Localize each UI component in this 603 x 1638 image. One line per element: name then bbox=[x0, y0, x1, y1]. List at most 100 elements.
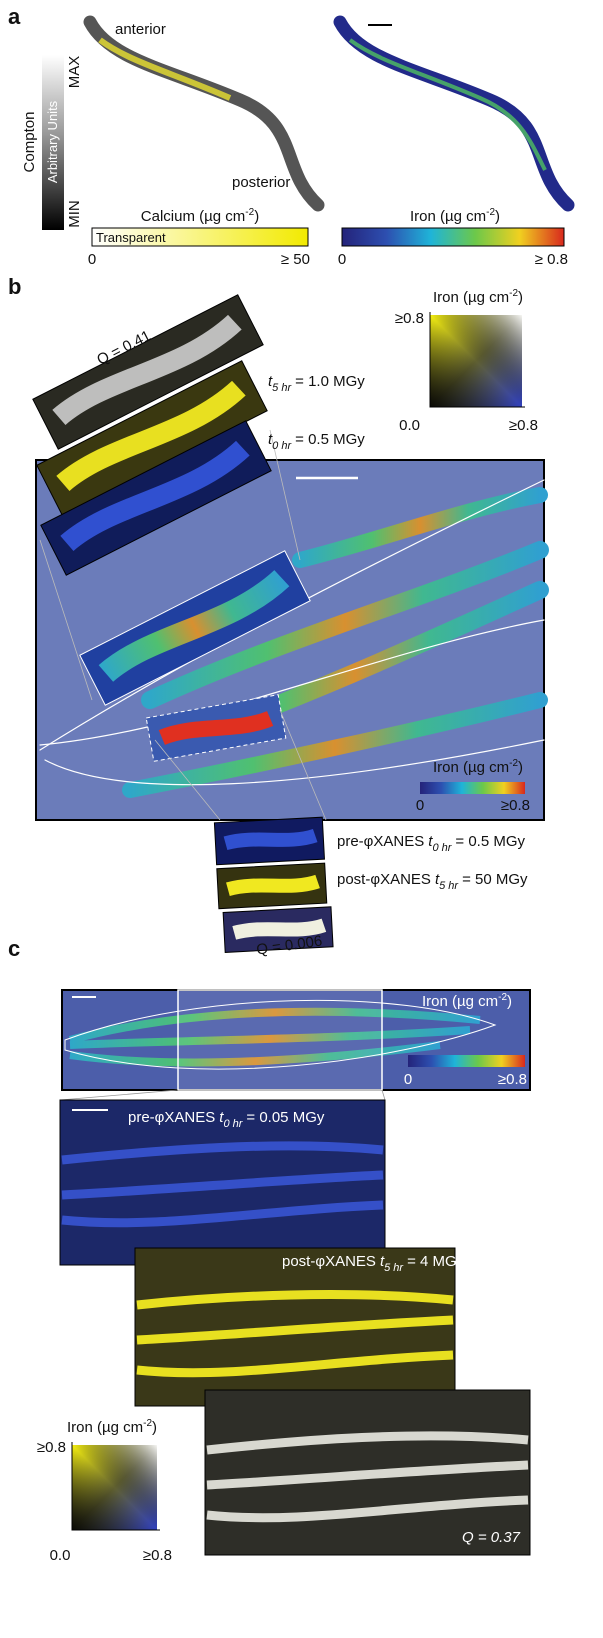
title-sup: -2 bbox=[486, 207, 495, 218]
band bbox=[206, 1431, 529, 1455]
t: t bbox=[435, 871, 440, 888]
inset-roi bbox=[79, 550, 311, 706]
compton-units: Arbitrary Units bbox=[45, 100, 60, 183]
title: Calcium (µg cm bbox=[141, 208, 246, 225]
panel-label: c bbox=[8, 936, 20, 961]
title-end: ) bbox=[507, 993, 512, 1010]
band bbox=[69, 1026, 471, 1049]
t: t bbox=[428, 833, 433, 850]
iron-colorbar bbox=[341, 227, 565, 247]
calcium-colorbar bbox=[91, 227, 309, 247]
q-value: Q = 0.37 bbox=[462, 1529, 521, 1546]
connector bbox=[39, 539, 93, 701]
roi-band bbox=[158, 710, 274, 746]
iron-max: ≥ 0.8 bbox=[535, 251, 568, 268]
overlay-legend-shade bbox=[72, 1445, 157, 1530]
band bbox=[68, 1007, 481, 1044]
dose-5hr: t5 hr = 1.0 MGy bbox=[268, 373, 365, 394]
title: Iron (µg cm bbox=[422, 993, 498, 1010]
text: = 4 MGy bbox=[407, 1253, 465, 1270]
connector bbox=[279, 709, 327, 821]
worm-calcium bbox=[98, 37, 232, 101]
band bbox=[136, 1290, 454, 1310]
overlay-title: Iron (µg cm-2) bbox=[67, 1418, 157, 1436]
image-bands bbox=[206, 1431, 529, 1523]
band bbox=[206, 1495, 529, 1523]
band bbox=[292, 487, 548, 568]
calcium-max: ≥ 50 bbox=[281, 251, 310, 268]
connector bbox=[59, 1089, 179, 1101]
overlay-x-max: ≥0.8 bbox=[143, 1547, 172, 1564]
compton-min: MIN bbox=[66, 200, 83, 228]
image-band bbox=[52, 314, 242, 426]
worm-iron-hot bbox=[348, 38, 547, 171]
image-bands bbox=[136, 1290, 454, 1378]
pre-dose: pre-φXANES t0 hr = 0.05 MGy bbox=[128, 1109, 325, 1130]
sub: 5 hr bbox=[439, 880, 459, 892]
map-colorbar bbox=[408, 1055, 525, 1067]
connector bbox=[154, 739, 221, 821]
band bbox=[61, 1170, 384, 1200]
title: Iron (µg cm bbox=[433, 289, 509, 306]
iron-min: 0 bbox=[338, 251, 346, 268]
band bbox=[136, 1350, 454, 1378]
overlay-y-max: ≥0.8 bbox=[395, 310, 424, 327]
calcium-min: 0 bbox=[88, 251, 96, 268]
image-band bbox=[226, 874, 320, 897]
title-sup: -2 bbox=[498, 992, 507, 1003]
title-end: ) bbox=[518, 289, 523, 306]
title-end: ) bbox=[518, 759, 523, 776]
title-sup: -2 bbox=[245, 207, 254, 218]
roi-band bbox=[98, 569, 290, 682]
t: t bbox=[268, 431, 273, 448]
image-band bbox=[223, 828, 318, 851]
title: Iron (µg cm bbox=[67, 1419, 143, 1436]
text: = 0.05 MGy bbox=[246, 1109, 324, 1126]
worm-iron bbox=[333, 15, 575, 212]
inset-blue bbox=[40, 420, 272, 576]
sub: 5 hr bbox=[384, 1262, 404, 1274]
t: t bbox=[380, 1253, 385, 1270]
compton-max: MAX bbox=[66, 56, 83, 89]
image-band bbox=[56, 380, 246, 492]
outline bbox=[39, 619, 545, 746]
worm-bands bbox=[64, 999, 497, 1070]
connector bbox=[269, 429, 301, 561]
title-sup: -2 bbox=[509, 288, 518, 299]
small-insets bbox=[213, 816, 334, 953]
band bbox=[122, 692, 548, 798]
post-dose: post-φXANES t5 hr = 4 MGy bbox=[282, 1253, 465, 1274]
title-end: ) bbox=[254, 208, 259, 225]
sub: 0 hr bbox=[432, 842, 452, 854]
title-sup: -2 bbox=[143, 1418, 152, 1429]
roi bbox=[177, 989, 383, 1091]
image-band bbox=[60, 440, 250, 552]
t: t bbox=[268, 373, 273, 390]
connector bbox=[381, 1089, 386, 1101]
image-bands bbox=[61, 1141, 384, 1228]
overlay-y-max: ≥0.8 bbox=[37, 1439, 66, 1456]
title: Iron (µg cm bbox=[410, 208, 486, 225]
band bbox=[61, 1141, 384, 1165]
prefix: post-φXANES bbox=[337, 871, 431, 888]
t: t bbox=[219, 1109, 224, 1126]
worm-bands bbox=[39, 479, 549, 798]
prefix: pre-φXANES bbox=[337, 833, 424, 850]
connectors bbox=[39, 429, 327, 821]
prefix: post-φXANES bbox=[282, 1253, 376, 1270]
overlay-axes bbox=[71, 1442, 160, 1531]
outline bbox=[64, 999, 497, 1070]
compton-scale bbox=[42, 55, 64, 230]
text: = 0.5 MGy bbox=[455, 833, 525, 850]
band bbox=[61, 1200, 384, 1228]
overlay-x-max: ≥0.8 bbox=[509, 417, 538, 434]
sub: 0 hr bbox=[223, 1118, 243, 1130]
map-legend-min: 0 bbox=[404, 1071, 412, 1088]
transparent-label: Transparent bbox=[96, 230, 166, 245]
map-legend-title: Iron (µg cm-2) bbox=[433, 758, 523, 776]
map-legend-min: 0 bbox=[416, 797, 424, 814]
map-legend-max: ≥0.8 bbox=[498, 1071, 527, 1088]
iron-title: Iron (µg cm-2) bbox=[410, 207, 500, 225]
